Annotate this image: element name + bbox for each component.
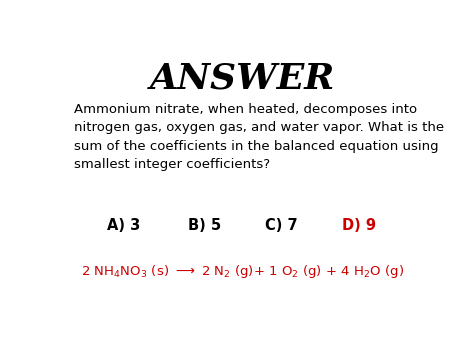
Text: A) 3: A) 3 — [107, 218, 140, 233]
Text: B) 5: B) 5 — [188, 218, 221, 233]
Text: D) 9: D) 9 — [342, 218, 376, 233]
Text: Ammonium nitrate, when heated, decomposes into
nitrogen gas, oxygen gas, and wat: Ammonium nitrate, when heated, decompose… — [74, 103, 444, 171]
Text: $\mathit{2}\ \mathrm{NH_4NO_3\ (s)\ {\longrightarrow}\ 2\ N_2\ (g){+}\ 1\ O_2\ (: $\mathit{2}\ \mathrm{NH_4NO_3\ (s)\ {\lo… — [82, 263, 404, 280]
Text: ANSWER: ANSWER — [150, 62, 336, 96]
Text: C) 7: C) 7 — [265, 218, 298, 233]
